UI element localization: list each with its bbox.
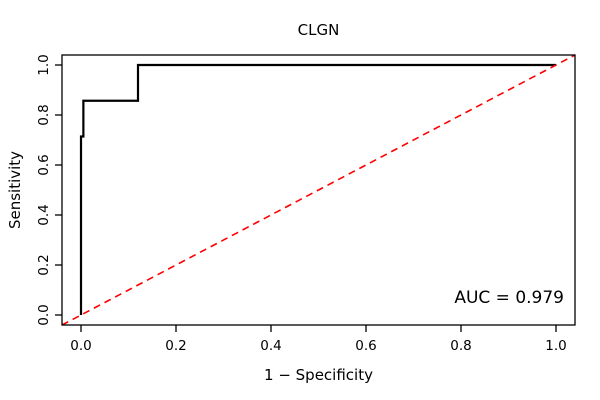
auc-annotation: AUC = 0.979	[454, 288, 564, 308]
roc-curve	[79, 63, 556, 315]
x-axis-tick-label: 1.0	[545, 338, 566, 354]
y-axis-tick-label: 0.6	[36, 154, 52, 175]
y-axis-tick-label: 0.2	[36, 254, 52, 275]
x-axis-tick-label: 0.2	[165, 338, 186, 354]
y-axis-tick-label: 1.0	[36, 54, 52, 75]
x-axis-tick-label: 0.4	[260, 338, 281, 354]
chart-title: CLGN	[297, 21, 340, 39]
y-axis-label: Sensitivity	[6, 150, 24, 230]
plot-box	[61, 54, 576, 326]
y-axis-tick-label: 0.8	[36, 104, 52, 125]
y-axis-tick-label: 0.4	[36, 204, 52, 225]
x-axis-tick-label: 0.0	[70, 338, 91, 354]
x-axis-tick-label: 0.8	[450, 338, 471, 354]
x-axis-label: 1 − Specificity	[264, 366, 373, 384]
x-axis-tick-label: 0.6	[355, 338, 376, 354]
y-axis-tick-label: 0.0	[36, 304, 52, 325]
chance-diagonal	[61, 54, 576, 326]
